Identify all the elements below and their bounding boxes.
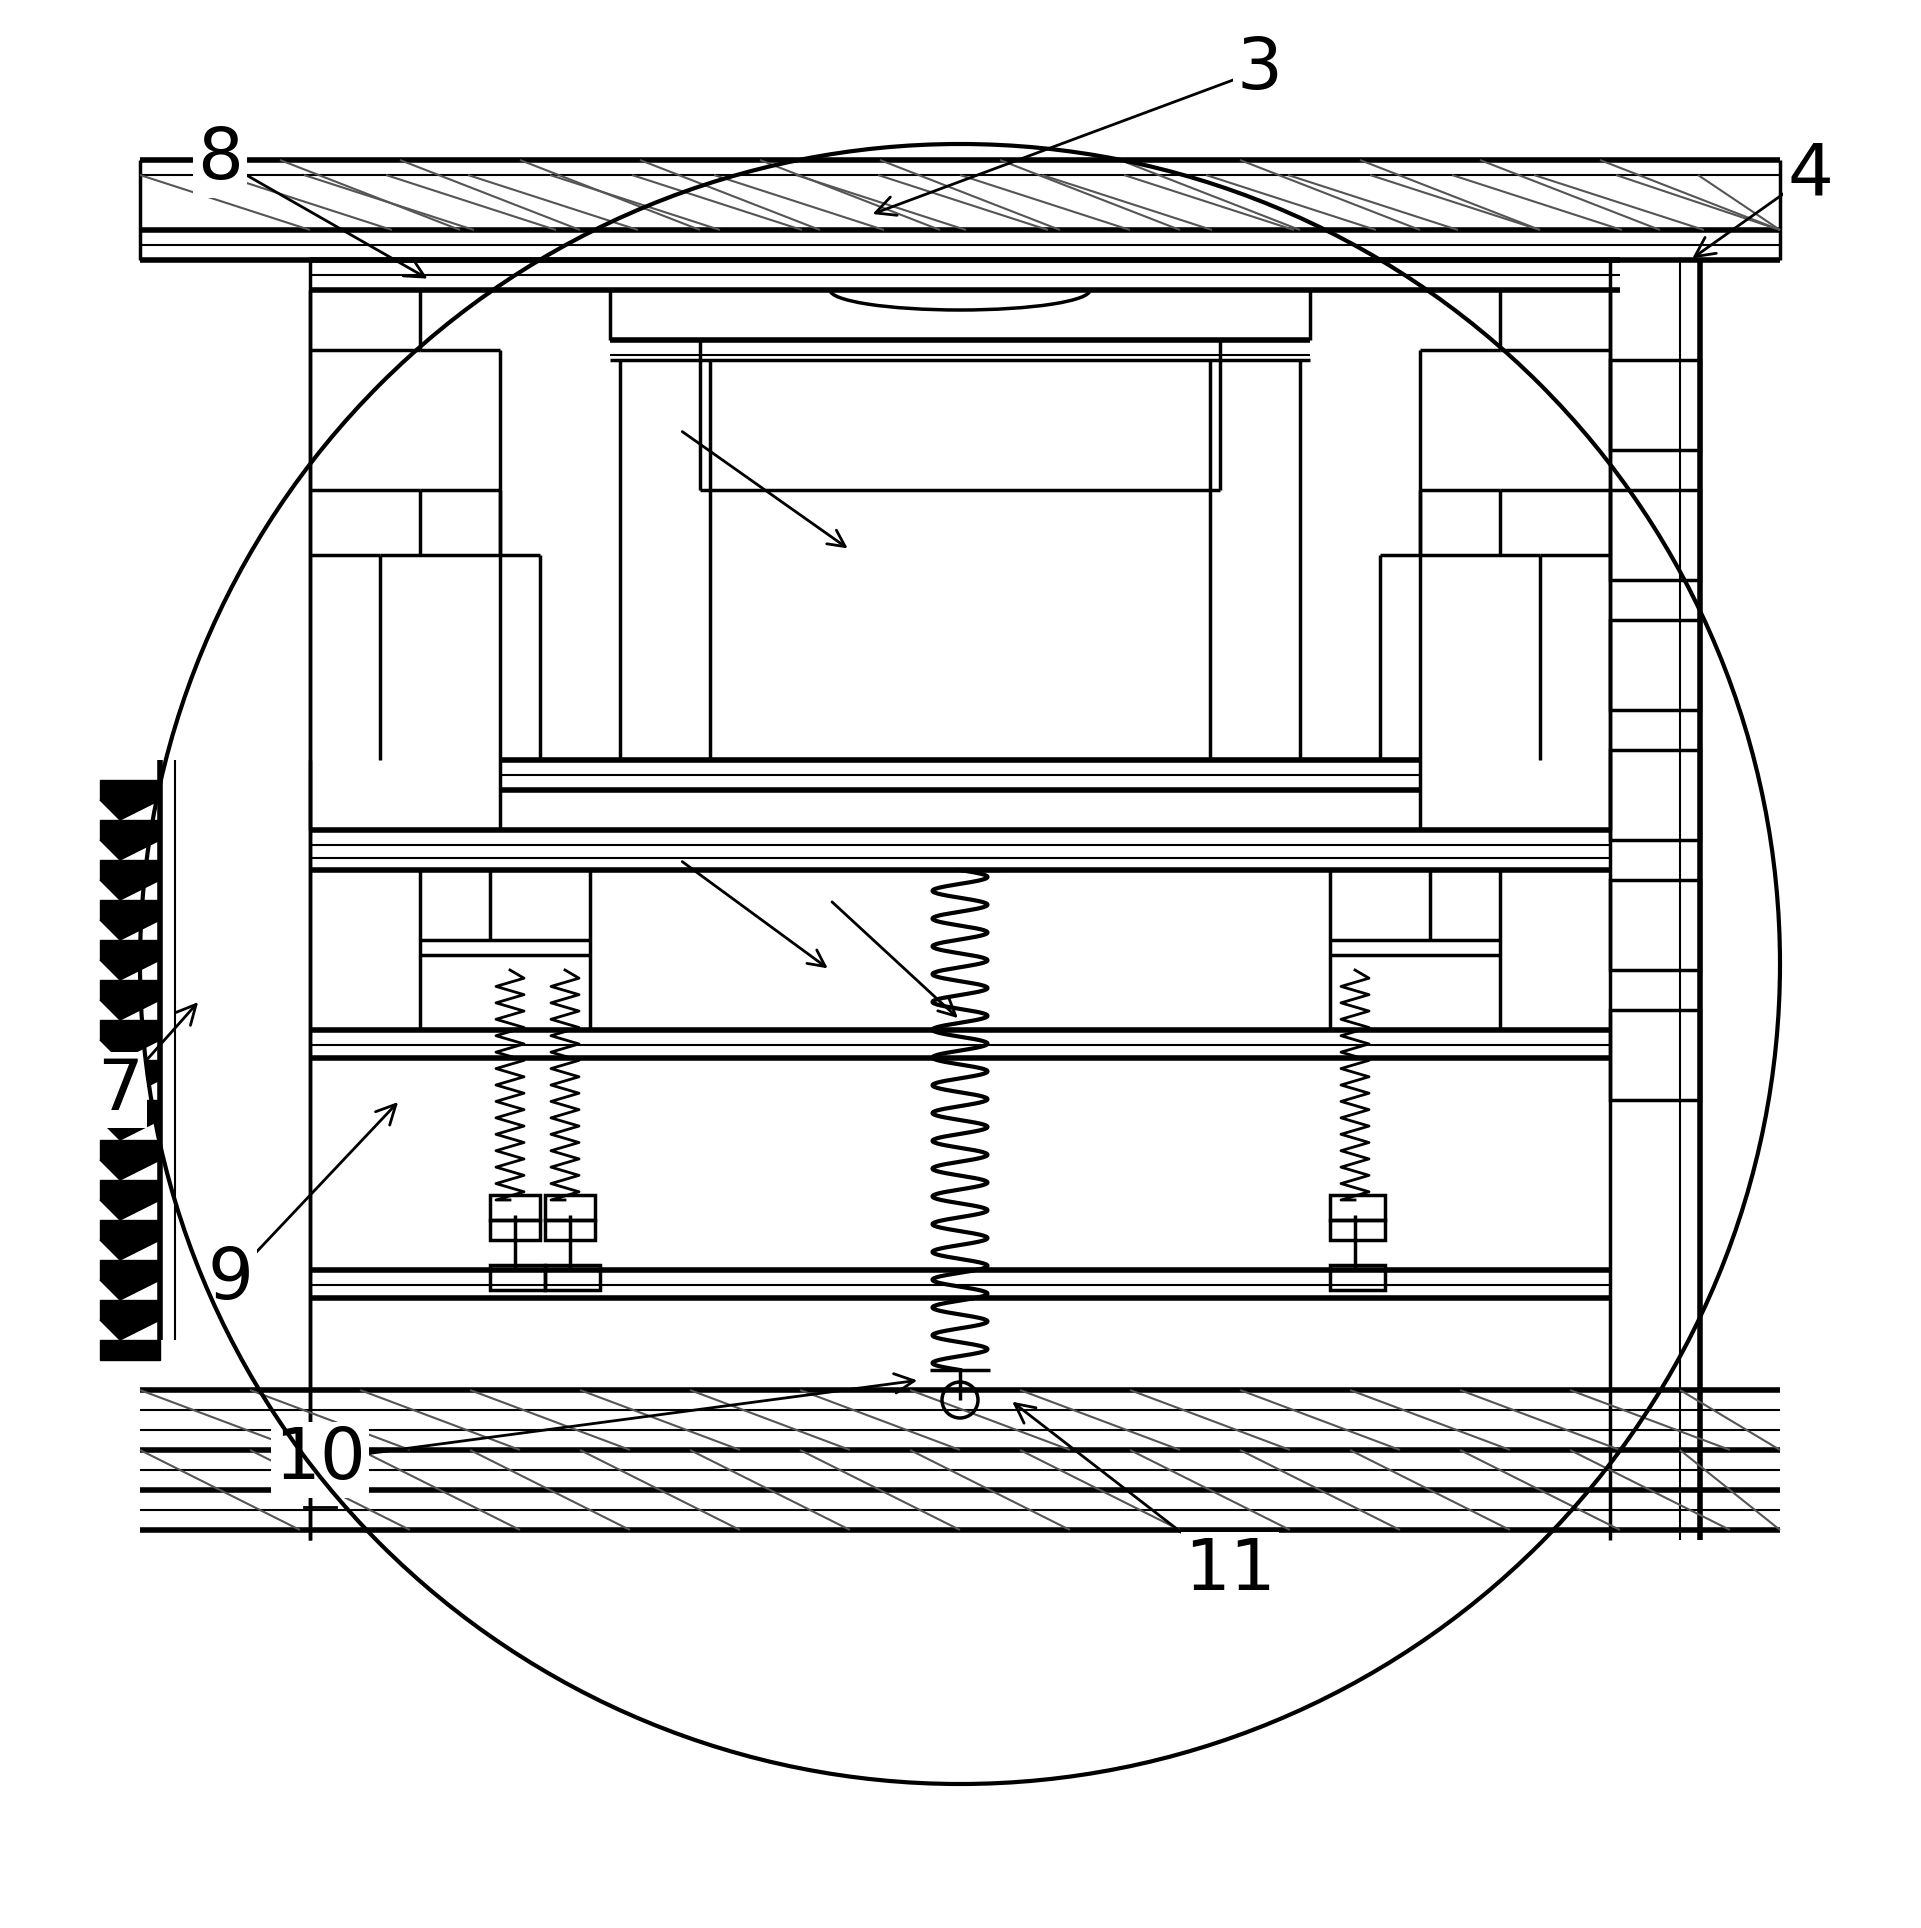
Polygon shape: [100, 1039, 159, 1060]
Text: 7: 7: [98, 1055, 142, 1124]
Bar: [1610, 490, 1700, 580]
Polygon shape: [100, 1199, 159, 1220]
Text: 10: 10: [275, 1425, 365, 1494]
Polygon shape: [100, 1139, 159, 1161]
Text: 8: 8: [198, 125, 242, 195]
Polygon shape: [100, 879, 159, 900]
Polygon shape: [100, 1180, 159, 1199]
Bar: [1610, 1010, 1700, 1101]
Polygon shape: [100, 1220, 159, 1240]
Bar: [1329, 1195, 1385, 1220]
Polygon shape: [100, 960, 159, 979]
Polygon shape: [100, 1340, 159, 1359]
Polygon shape: [100, 781, 159, 800]
Bar: [546, 1265, 599, 1290]
Bar: [1329, 1220, 1385, 1240]
Text: 4: 4: [1787, 141, 1833, 210]
Polygon shape: [100, 900, 159, 920]
Bar: [1329, 1265, 1385, 1290]
Polygon shape: [100, 1080, 159, 1101]
Polygon shape: [100, 1261, 159, 1280]
Text: 3: 3: [1237, 35, 1283, 104]
Polygon shape: [100, 800, 159, 819]
Polygon shape: [100, 941, 159, 960]
Polygon shape: [100, 1321, 159, 1340]
Bar: [546, 1195, 596, 1220]
Polygon shape: [100, 1120, 159, 1139]
Polygon shape: [100, 819, 159, 841]
Polygon shape: [100, 1001, 159, 1020]
Polygon shape: [100, 1020, 159, 1039]
Polygon shape: [100, 920, 159, 941]
Polygon shape: [100, 1060, 159, 1080]
Bar: [1610, 361, 1700, 449]
Bar: [490, 1265, 546, 1290]
Polygon shape: [100, 1101, 159, 1120]
Polygon shape: [100, 1280, 159, 1299]
Bar: [490, 1220, 540, 1240]
Bar: [490, 1195, 540, 1220]
Bar: [1610, 621, 1700, 710]
Text: 11: 11: [1183, 1535, 1276, 1604]
Bar: [1610, 879, 1700, 970]
Polygon shape: [100, 979, 159, 1001]
Polygon shape: [100, 1161, 159, 1180]
Bar: [309, 829, 421, 1030]
Polygon shape: [100, 1299, 159, 1321]
Bar: [1610, 750, 1700, 841]
Text: 9: 9: [207, 1245, 254, 1315]
Polygon shape: [100, 1240, 159, 1261]
Bar: [546, 1220, 596, 1240]
Bar: [1500, 829, 1610, 1030]
Polygon shape: [100, 841, 159, 860]
Polygon shape: [100, 860, 159, 879]
